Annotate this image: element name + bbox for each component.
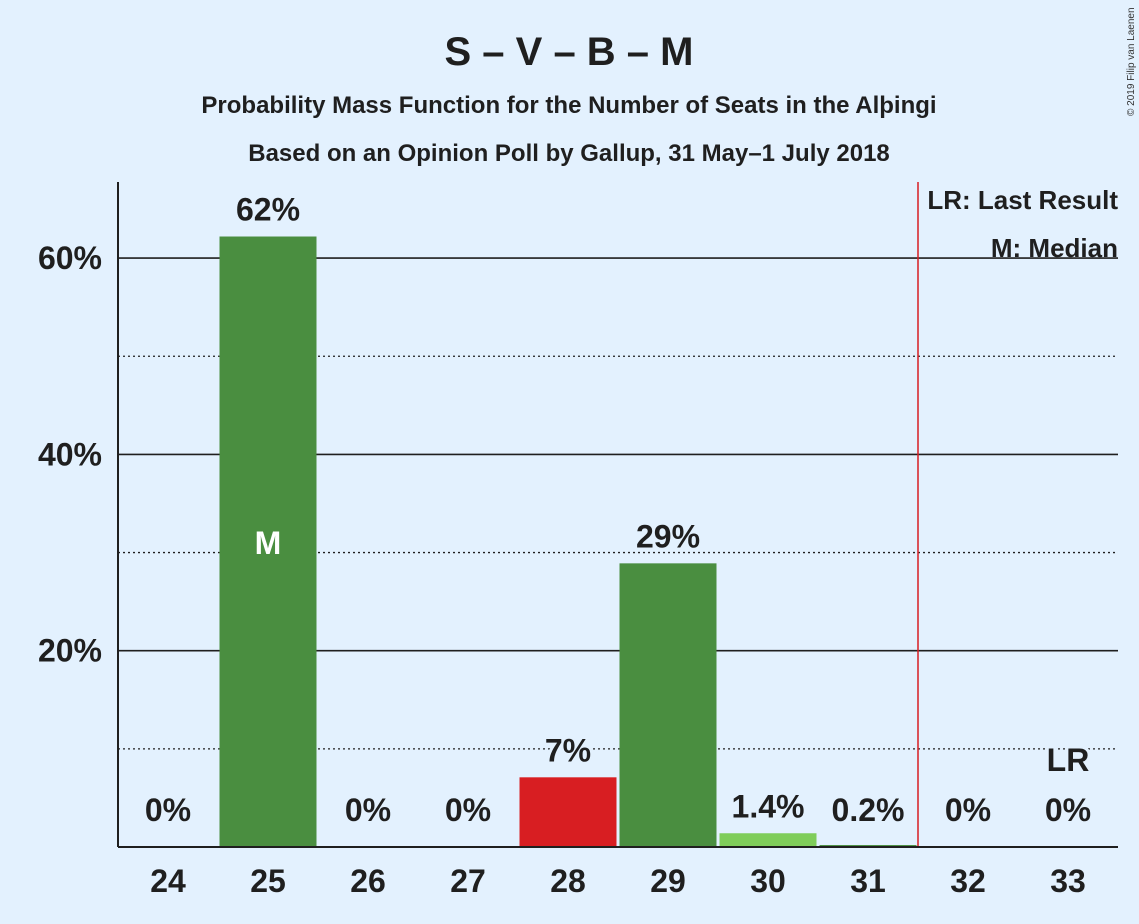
chart-subtitle-source: Based on an Opinion Poll by Gallup, 31 M… bbox=[248, 140, 890, 167]
legend-median: M: Median bbox=[991, 233, 1118, 263]
x-tick-label-31: 31 bbox=[850, 863, 886, 899]
data-label-26: 0% bbox=[345, 792, 391, 828]
data-label-28: 7% bbox=[545, 732, 591, 768]
chart-subtitle: Probability Mass Function for the Number… bbox=[201, 92, 936, 119]
bar-29 bbox=[619, 563, 717, 847]
data-label-25: 62% bbox=[236, 192, 300, 228]
bar-25 bbox=[219, 236, 317, 847]
x-tick-label-25: 25 bbox=[250, 863, 286, 899]
y-tick-label-1: 40% bbox=[38, 436, 102, 472]
data-label-30: 1.4% bbox=[732, 788, 805, 824]
legend-last-result: LR: Last Result bbox=[927, 185, 1118, 215]
copyright-credit: © 2019 Filip van Laenen bbox=[1126, 7, 1137, 116]
data-label-32: 0% bbox=[945, 792, 991, 828]
x-tick-label-28: 28 bbox=[550, 863, 586, 899]
bar-28 bbox=[519, 777, 617, 847]
data-label-24: 0% bbox=[145, 792, 191, 828]
y-tick-label-0: 20% bbox=[38, 633, 102, 669]
x-tick-label-30: 30 bbox=[750, 863, 786, 899]
x-tick-label-29: 29 bbox=[650, 863, 686, 899]
x-tick-label-26: 26 bbox=[350, 863, 386, 899]
x-tick-label-32: 32 bbox=[950, 863, 986, 899]
x-tick-label-33: 33 bbox=[1050, 863, 1086, 899]
y-tick-label-2: 60% bbox=[38, 240, 102, 276]
data-label-33: 0% bbox=[1045, 792, 1091, 828]
data-label-31: 0.2% bbox=[832, 792, 905, 828]
data-label-29: 29% bbox=[636, 518, 700, 554]
median-marker: M bbox=[255, 525, 282, 561]
x-tick-label-24: 24 bbox=[150, 863, 186, 899]
last-result-marker: LR bbox=[1047, 742, 1090, 778]
chart-title: S – V – B – M bbox=[445, 30, 694, 74]
x-tick-label-27: 27 bbox=[450, 863, 486, 899]
bar-30 bbox=[719, 833, 817, 847]
data-label-27: 0% bbox=[445, 792, 491, 828]
